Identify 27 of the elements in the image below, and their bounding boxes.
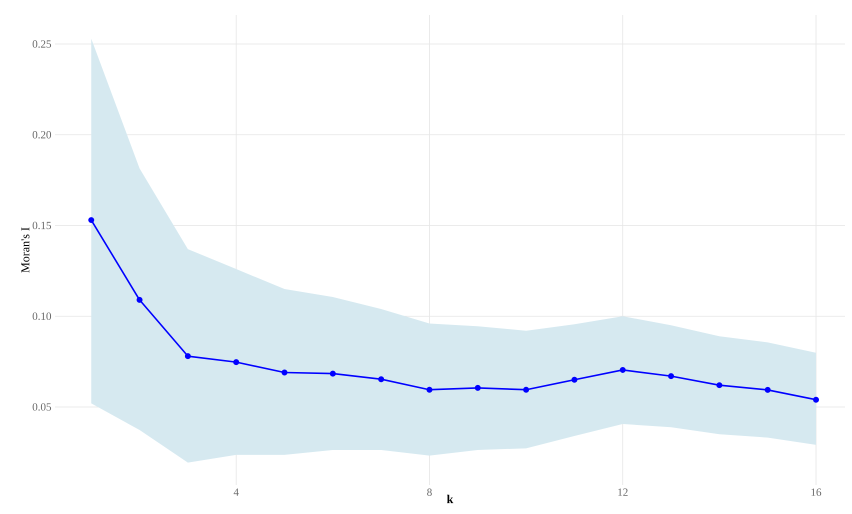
point [571,376,578,383]
y-tick-label: 0.25 [32,40,52,48]
point [282,369,288,376]
point [474,384,481,391]
point [378,376,384,382]
point [426,386,432,393]
point [523,386,530,393]
point [330,370,336,377]
point [716,382,722,388]
x-axis-title: k [446,494,454,504]
x-tick-label: 12 [618,488,628,496]
y-tick-label: 0.05 [32,403,52,411]
y-tick-label: 0.10 [32,312,52,320]
point [620,366,626,373]
point [764,386,771,393]
y-tick-label: 0.15 [32,222,52,230]
x-tick-label: 16 [811,488,822,496]
x-tick-label: 8 [427,488,432,496]
point [184,353,191,360]
y-tick-label: 0.20 [32,131,52,138]
point [668,373,674,380]
point [136,296,143,303]
point [233,359,240,366]
x-tick-label: 4 [234,488,239,496]
point [88,217,94,224]
y-axis-title: Moran's I [21,228,30,273]
point [813,396,820,403]
